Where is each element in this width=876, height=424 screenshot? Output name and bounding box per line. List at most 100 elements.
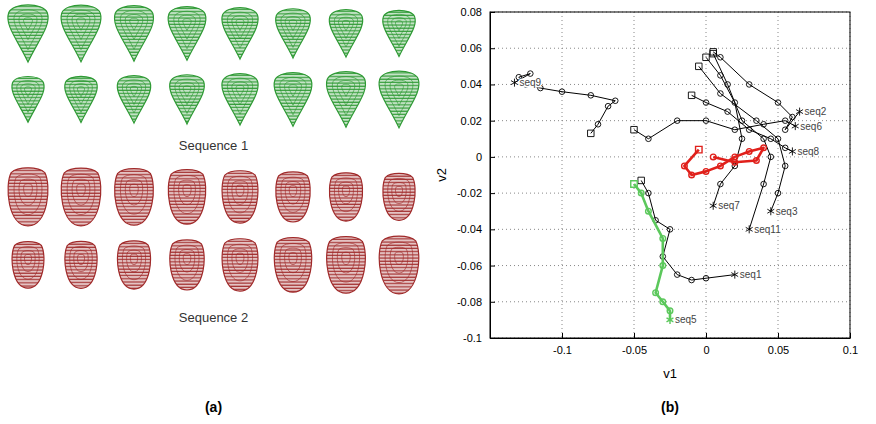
mesh-shape bbox=[117, 76, 150, 123]
mesh-ring bbox=[183, 86, 191, 97]
y-tick: -0.08 bbox=[457, 296, 495, 308]
grid bbox=[490, 12, 850, 338]
panel-label: (a) bbox=[205, 399, 222, 415]
y-tick: 0.04 bbox=[461, 78, 495, 90]
grid-line bbox=[490, 193, 850, 194]
marker bbox=[646, 208, 652, 214]
marker bbox=[790, 114, 796, 120]
mesh-outline bbox=[222, 8, 258, 59]
mesh-ring bbox=[395, 252, 404, 265]
mesh-ring bbox=[17, 247, 39, 280]
mesh-ring bbox=[232, 82, 248, 105]
mesh-ring bbox=[122, 246, 145, 280]
mesh-outline bbox=[168, 170, 205, 225]
mesh-ring bbox=[179, 15, 196, 39]
marker bbox=[703, 100, 709, 106]
marker bbox=[725, 109, 731, 115]
mesh-ring bbox=[385, 76, 413, 116]
mesh-ring bbox=[183, 19, 191, 31]
marker bbox=[754, 118, 760, 124]
mesh-ring bbox=[21, 251, 35, 272]
marker bbox=[718, 181, 724, 187]
y-tick-mark bbox=[490, 12, 495, 13]
mesh-ring bbox=[14, 10, 42, 50]
mesh-shape bbox=[12, 76, 44, 122]
marker bbox=[767, 207, 774, 215]
mesh-shape bbox=[170, 240, 204, 290]
marker bbox=[725, 82, 731, 88]
mesh-ring bbox=[130, 18, 139, 30]
mesh-shape bbox=[117, 241, 150, 289]
marker bbox=[782, 127, 788, 133]
marker bbox=[739, 136, 745, 142]
y-tick: 0.06 bbox=[461, 42, 495, 54]
series-line bbox=[514, 74, 615, 134]
series-line bbox=[641, 180, 735, 280]
mesh-ring bbox=[390, 247, 408, 273]
mesh-ring bbox=[77, 18, 86, 30]
y-tick-label: -0.02 bbox=[457, 187, 482, 199]
marker bbox=[703, 275, 709, 281]
marker bbox=[588, 93, 594, 99]
mesh-ring bbox=[74, 251, 88, 272]
grid-line bbox=[490, 301, 850, 302]
series bbox=[688, 92, 796, 155]
panel-label: (b) bbox=[661, 399, 679, 415]
mesh-outline bbox=[12, 242, 44, 289]
marker bbox=[674, 272, 680, 278]
marker bbox=[718, 163, 724, 169]
figure: Sequence 1Sequence 2(a)-0.1-0.0500.050.1… bbox=[0, 0, 876, 424]
y-tick: 0.08 bbox=[461, 6, 495, 18]
mesh-ring bbox=[19, 179, 37, 205]
mesh-ring bbox=[125, 15, 143, 40]
mesh-shape bbox=[326, 72, 365, 127]
mesh-outline bbox=[61, 168, 101, 226]
mesh-ring bbox=[342, 20, 349, 30]
mesh-ring bbox=[289, 186, 297, 197]
mesh-outline bbox=[274, 73, 312, 127]
marker bbox=[559, 89, 565, 95]
mesh-ring bbox=[390, 80, 408, 106]
mesh-ring bbox=[342, 186, 349, 197]
mesh-outline bbox=[170, 240, 204, 290]
mesh-outline bbox=[326, 72, 365, 127]
marker bbox=[761, 136, 767, 142]
mesh-ring bbox=[338, 17, 353, 38]
series bbox=[511, 71, 618, 137]
mesh-shape bbox=[222, 171, 258, 223]
mesh-outline bbox=[8, 168, 48, 226]
marker bbox=[703, 54, 709, 60]
x-tick: -0.1 bbox=[553, 333, 572, 356]
plot-area bbox=[511, 49, 803, 324]
mesh-ring bbox=[175, 245, 199, 280]
y-tick: -0.06 bbox=[457, 260, 495, 272]
mesh-ring bbox=[332, 243, 359, 283]
y-tick-mark bbox=[490, 193, 495, 194]
marker bbox=[796, 108, 803, 116]
mesh-shape bbox=[329, 10, 362, 57]
marker bbox=[761, 145, 767, 151]
marker bbox=[710, 50, 716, 56]
mesh-ring bbox=[392, 183, 406, 204]
mesh-ring bbox=[24, 184, 33, 197]
mesh-ring bbox=[227, 78, 252, 114]
series bbox=[682, 145, 767, 178]
marker bbox=[667, 316, 674, 324]
x-tick: -0.05 bbox=[622, 333, 647, 356]
mesh-ring bbox=[232, 249, 248, 273]
mesh-ring bbox=[24, 254, 31, 264]
mesh-shape bbox=[274, 73, 312, 127]
mesh-shape bbox=[115, 169, 154, 225]
mesh-ring bbox=[332, 77, 359, 116]
marker bbox=[732, 127, 738, 133]
mesh-shape bbox=[222, 74, 258, 125]
mesh-shape bbox=[222, 239, 258, 291]
mesh-ring bbox=[337, 248, 354, 273]
mesh-outline bbox=[8, 5, 48, 62]
x-tick: 0 bbox=[703, 333, 709, 356]
marker bbox=[718, 54, 724, 60]
series bbox=[631, 118, 799, 142]
y-tick: 0 bbox=[476, 151, 495, 163]
mesh-ring bbox=[236, 85, 244, 96]
mesh-ring bbox=[125, 180, 142, 205]
